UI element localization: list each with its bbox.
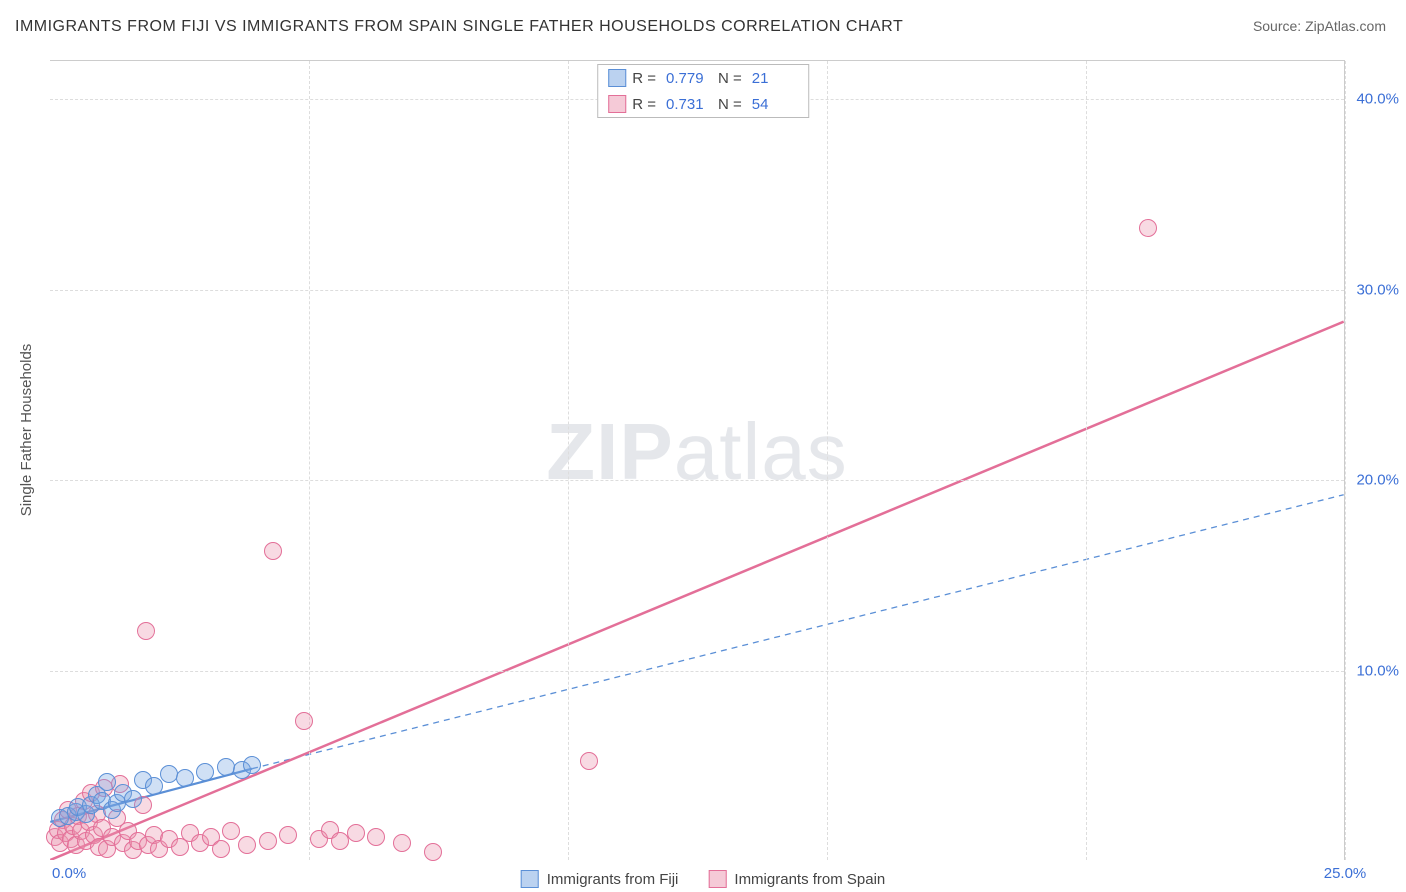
legend-item-fiji: Immigrants from Fiji bbox=[521, 870, 679, 888]
data-point-spain bbox=[137, 622, 155, 640]
swatch-spain bbox=[708, 870, 726, 888]
data-point-spain bbox=[393, 834, 411, 852]
chart-title: IMMIGRANTS FROM FIJI VS IMMIGRANTS FROM … bbox=[15, 18, 903, 36]
data-point-fiji bbox=[196, 763, 214, 781]
y-axis-title: Single Father Households bbox=[18, 344, 35, 517]
plot-area: ZIPatlas 10.0%20.0%30.0%40.0%0.0%25.0% bbox=[50, 60, 1345, 860]
data-point-fiji bbox=[145, 777, 163, 795]
x-tick-label: 25.0% bbox=[1324, 865, 1367, 882]
legend-row-fiji: R = 0.779 N = 21 bbox=[598, 65, 808, 91]
r-value-fiji: 0.779 bbox=[666, 70, 712, 87]
legend-item-spain: Immigrants from Spain bbox=[708, 870, 885, 888]
y-tick-label: 10.0% bbox=[1356, 662, 1399, 679]
data-point-fiji bbox=[243, 756, 261, 774]
data-point-fiji bbox=[176, 769, 194, 787]
data-point-spain bbox=[367, 828, 385, 846]
watermark-zip: ZIP bbox=[546, 406, 673, 495]
trend-lines-layer bbox=[50, 61, 1344, 860]
data-point-fiji bbox=[98, 773, 116, 791]
source-attribution: Source: ZipAtlas.com bbox=[1253, 18, 1386, 34]
swatch-fiji bbox=[608, 69, 626, 87]
data-point-spain bbox=[279, 826, 297, 844]
r-value-spain: 0.731 bbox=[666, 96, 712, 113]
data-point-fiji bbox=[124, 790, 142, 808]
trend-extension-fiji bbox=[252, 495, 1344, 769]
data-point-spain bbox=[264, 542, 282, 560]
data-point-spain bbox=[222, 822, 240, 840]
series-legend: Immigrants from Fiji Immigrants from Spa… bbox=[521, 870, 886, 888]
y-tick-label: 20.0% bbox=[1356, 472, 1399, 489]
swatch-fiji bbox=[521, 870, 539, 888]
n-value-spain: 54 bbox=[752, 96, 798, 113]
y-tick-label: 30.0% bbox=[1356, 281, 1399, 298]
grid-line-vertical bbox=[568, 61, 569, 860]
watermark-logo: ZIPatlas bbox=[546, 405, 847, 497]
x-tick-label: 0.0% bbox=[52, 865, 86, 882]
grid-line-vertical bbox=[309, 61, 310, 860]
n-label: N = bbox=[718, 70, 742, 87]
data-point-spain bbox=[347, 824, 365, 842]
data-point-spain bbox=[424, 843, 442, 861]
grid-line-vertical bbox=[827, 61, 828, 860]
data-point-spain bbox=[212, 840, 230, 858]
watermark-atlas: atlas bbox=[674, 406, 848, 495]
source-label: Source: bbox=[1253, 18, 1301, 34]
grid-line-vertical bbox=[1345, 61, 1346, 860]
grid-line-horizontal bbox=[50, 480, 1344, 481]
correlation-legend: R = 0.779 N = 21 R = 0.731 N = 54 bbox=[597, 64, 809, 118]
n-label: N = bbox=[718, 96, 742, 113]
trend-line-spain bbox=[50, 322, 1343, 860]
n-value-fiji: 21 bbox=[752, 70, 798, 87]
legend-row-spain: R = 0.731 N = 54 bbox=[598, 91, 808, 117]
grid-line-horizontal bbox=[50, 290, 1344, 291]
source-value: ZipAtlas.com bbox=[1305, 18, 1386, 34]
legend-label-spain: Immigrants from Spain bbox=[734, 871, 885, 888]
swatch-spain bbox=[608, 95, 626, 113]
grid-line-vertical bbox=[1086, 61, 1087, 860]
y-tick-label: 40.0% bbox=[1356, 91, 1399, 108]
data-point-spain bbox=[295, 712, 313, 730]
r-label: R = bbox=[632, 70, 656, 87]
data-point-spain bbox=[580, 752, 598, 770]
grid-line-horizontal bbox=[50, 671, 1344, 672]
r-label: R = bbox=[632, 96, 656, 113]
data-point-spain bbox=[238, 836, 256, 854]
legend-label-fiji: Immigrants from Fiji bbox=[547, 871, 679, 888]
data-point-spain bbox=[259, 832, 277, 850]
data-point-spain bbox=[1139, 219, 1157, 237]
